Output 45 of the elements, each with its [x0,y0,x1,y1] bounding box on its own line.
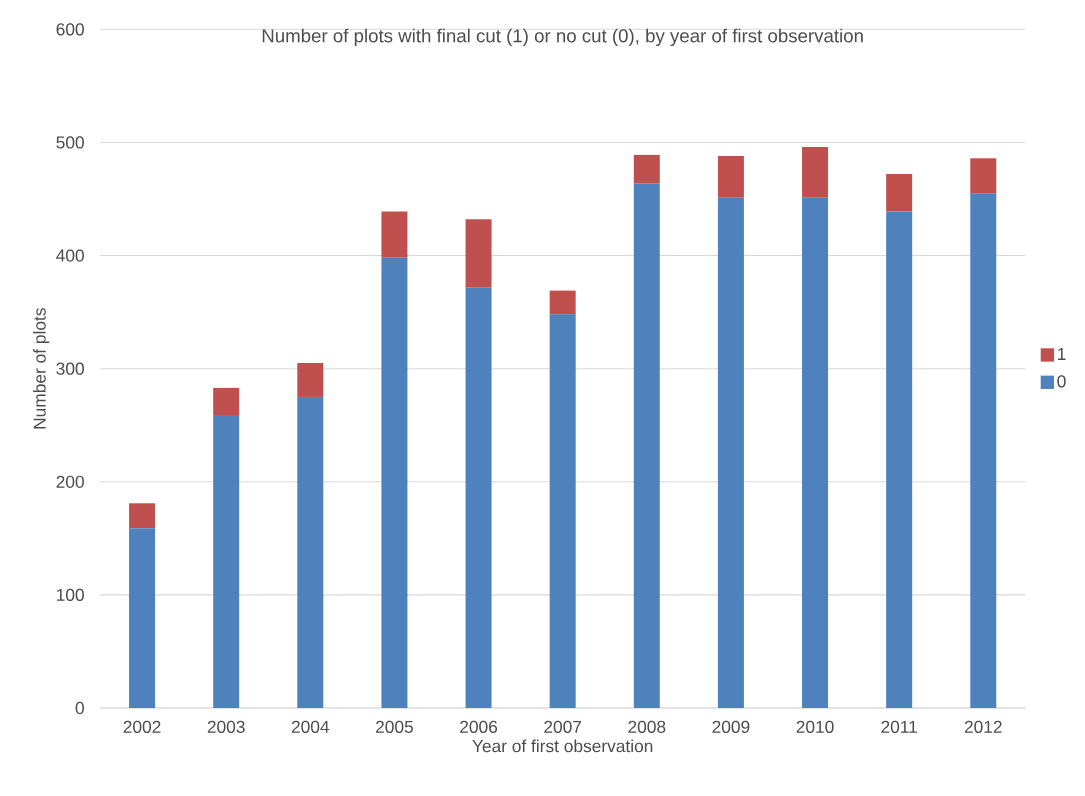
y-tick-label: 500 [56,136,84,149]
y-tick-label: 400 [56,249,84,262]
bar [802,146,829,198]
y-tick-label: 0 [75,701,84,715]
y-tick-label: 300 [56,362,84,375]
x-tick-label: 2002 [123,720,161,733]
bar [465,287,492,708]
bar [381,211,408,258]
bar [717,197,744,708]
bar [802,197,829,708]
x-tick-label: 2003 [207,720,245,733]
x-tick-label: 2009 [712,720,750,733]
bar [129,503,156,529]
bar [129,528,156,708]
y-tick-label: 100 [57,588,84,602]
x-tick-label: 2007 [544,720,582,733]
y-tick-label: 600 [56,23,84,36]
y-tick-label: 200 [56,475,84,488]
chart-title: Number of plots with final cut (1) or no cut (0), by year of first observation [262,28,863,47]
x-tick-label: 2012 [964,720,1002,733]
bar [886,174,913,212]
x-tick-label: 2005 [376,720,413,733]
bar [633,183,660,708]
bar [717,156,744,198]
bar [970,193,997,708]
legend-label: 1 [1058,347,1066,360]
bar [549,290,576,315]
bar [886,211,913,708]
y-axis-title: Number of plots [33,308,50,429]
bar [213,415,240,708]
bar [297,363,324,397]
x-tick-label: 2010 [796,720,834,733]
bar [213,387,240,416]
bar [381,257,408,708]
x-tick-label: 2008 [628,720,666,733]
bar [633,154,660,184]
x-tick-label: 2011 [881,720,917,733]
x-axis-title: Year of first observation [472,739,653,753]
legend-label: 0 [1057,375,1066,388]
x-tick-label: 2006 [460,720,498,733]
bar [297,396,324,708]
x-tick-label: 2004 [291,720,330,733]
bar [465,219,492,288]
bar [970,158,997,194]
bar [549,314,576,708]
